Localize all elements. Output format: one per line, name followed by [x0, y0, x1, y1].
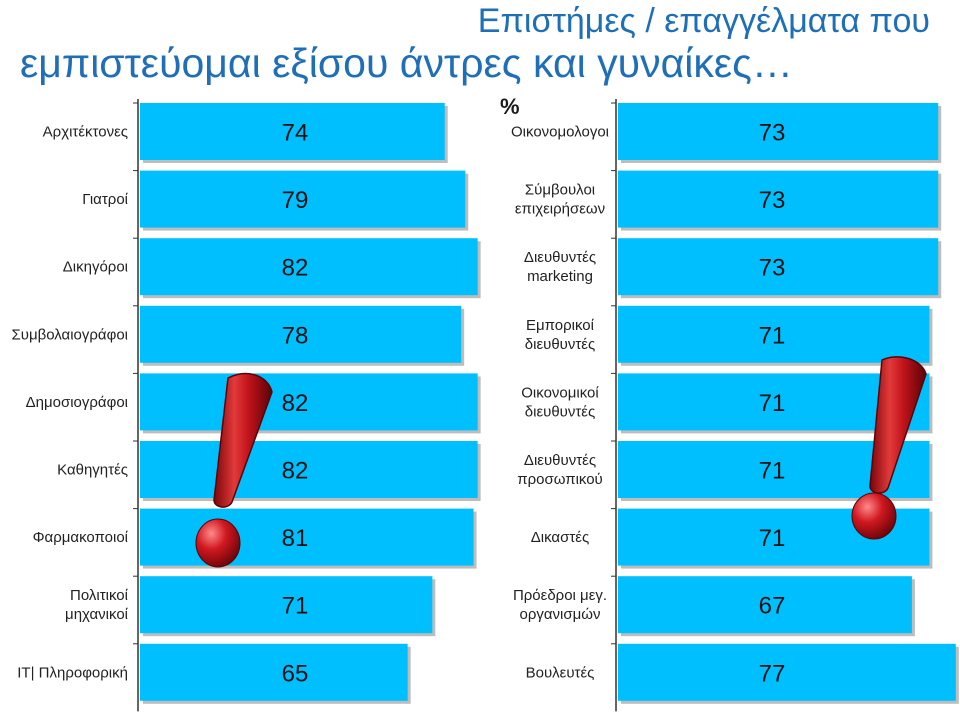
- right-value-label-7: 67: [759, 593, 786, 620]
- right-category-label-line: Οικονομολογοι: [511, 124, 609, 141]
- left-category-label-5: Καθηγητές: [57, 462, 128, 479]
- right-category-label-line: διευθυντές: [525, 336, 595, 353]
- right-category-label-1: Σύμβουλοι επιχειρήσεων: [515, 182, 605, 218]
- left-category-label-2: Δικηγόροι: [63, 259, 128, 276]
- left-value-label-2: 82: [282, 255, 309, 282]
- right-category-label-2: Διευθυντές marketing: [524, 249, 596, 285]
- right-category-label-line: Οικονομικοί: [521, 384, 599, 401]
- right-bar-2: [618, 238, 939, 296]
- right-value-label-2: 73: [759, 255, 786, 282]
- chart-title: Επιστήμες / επαγγέλματα που εμπιστεύομαι…: [0, 0, 960, 100]
- right-bar-3: [618, 305, 930, 363]
- left-bar-1: [140, 170, 466, 228]
- right-value-label-5: 71: [759, 458, 786, 485]
- left-bar-0: [140, 103, 445, 160]
- chart-title-line-2: εμπιστεύομαι εξίσου άντρες και γυναίκες…: [20, 40, 793, 86]
- left-category-label-4: Δημοσιογράφοι: [26, 394, 128, 411]
- left-category-label-line: Δημοσιογράφοι: [26, 394, 128, 411]
- right-category-label-6: Δικαστές: [531, 529, 589, 546]
- right-category-label-8: Βουλευτές: [526, 664, 595, 681]
- right-panel: 73 Οικονομολογοι 73 Σύμβουλοι επιχειρήσεων 73…: [511, 99, 959, 712]
- left-value-label-7: 71: [282, 593, 309, 620]
- right-category-label-line: οργανισμών: [520, 606, 601, 623]
- left-bar-3: [140, 305, 462, 363]
- left-category-label-3: Συμβολαιογράφοι: [11, 326, 128, 343]
- right-category-label-line: προσωπικού: [517, 471, 603, 488]
- right-value-label-4: 71: [759, 390, 786, 417]
- right-category-label-line: Εμπορικοί: [526, 317, 595, 334]
- left-category-label-line: μηχανικοί: [65, 606, 129, 623]
- right-bar-0: [618, 103, 939, 160]
- left-value-label-8: 65: [282, 660, 309, 687]
- left-value-label-0: 74: [282, 120, 309, 147]
- right-value-label-1: 73: [759, 187, 786, 214]
- right-bar-1: [618, 170, 939, 228]
- right-bar-8: [618, 643, 956, 701]
- right-value-label-8: 77: [759, 660, 786, 687]
- right-value-label-0: 73: [759, 120, 786, 147]
- left-category-label-line: Συμβολαιογράφοι: [11, 326, 128, 343]
- right-value-label-3: 71: [759, 322, 786, 349]
- right-category-label-3: Εμπορικοί διευθυντές: [525, 317, 595, 353]
- right-category-label-line: Διευθυντές: [524, 249, 596, 266]
- exclamation-icon-left: [195, 372, 273, 568]
- right-category-label-5: Διευθυντές προσωπικού: [517, 452, 603, 488]
- exclamation-icon-right: [851, 356, 927, 540]
- left-value-label-1: 79: [282, 187, 309, 214]
- right-category-label-line: marketing: [527, 268, 593, 285]
- left-bar-2: [140, 238, 478, 296]
- right-value-label-6: 71: [759, 525, 786, 552]
- left-bar-7: [140, 576, 433, 634]
- right-category-label-4: Οικονομικοί διευθυντές: [521, 384, 599, 420]
- unit-label: %: [500, 94, 520, 119]
- left-category-label-line: Αρχιτέκτονες: [43, 124, 128, 141]
- left-value-label-5: 82: [282, 458, 309, 485]
- left-category-label-line: IT| Πληροφορική: [17, 664, 128, 681]
- left-category-label-line: Γιατροί: [82, 191, 128, 208]
- left-bar-6: [140, 508, 474, 566]
- right-category-label-line: Διευθυντές: [524, 452, 596, 469]
- left-value-label-6: 81: [282, 525, 309, 552]
- left-value-label-3: 78: [282, 322, 309, 349]
- left-category-label-7: Πολιτικοί μηχανικοί: [65, 587, 129, 623]
- left-bar-5: [140, 441, 478, 498]
- right-category-label-line: διευθυντές: [525, 403, 595, 420]
- left-category-label-line: Πολιτικοί: [70, 587, 129, 604]
- left-category-label-8: IT| Πληροφορική: [17, 664, 128, 681]
- right-category-label-7: Πρόεδροι μεγ. οργανισμών: [513, 587, 607, 623]
- left-bar-4: [140, 373, 478, 431]
- right-category-label-0: Οικονομολογοι: [511, 124, 609, 141]
- left-bar-8: [140, 643, 408, 701]
- right-category-label-line: Πρόεδροι μεγ.: [513, 587, 607, 604]
- right-category-label-line: Δικαστές: [531, 529, 589, 546]
- right-bar-7: [618, 576, 912, 634]
- left-category-label-line: Καθηγητές: [57, 462, 128, 479]
- right-category-label-line: Σύμβουλοι: [525, 182, 595, 199]
- left-category-label-line: Δικηγόροι: [63, 259, 128, 276]
- chart-title-line-1: Επιστήμες / επαγγέλματα που: [477, 2, 930, 40]
- left-category-label-line: Φαρμακοποιοί: [33, 529, 129, 546]
- left-category-label-1: Γιατροί: [82, 191, 128, 208]
- right-category-label-line: Βουλευτές: [526, 664, 595, 681]
- left-category-label-0: Αρχιτέκτονες: [43, 124, 128, 141]
- left-panel: 74 Αρχιτέκτονες 79 Γιατροί 82 Δικηγόροι 78 Συμβ…: [11, 99, 481, 712]
- left-value-label-4: 82: [282, 390, 309, 417]
- right-category-label-line: επιχειρήσεων: [515, 201, 605, 218]
- left-category-label-6: Φαρμακοποιοί: [33, 529, 129, 546]
